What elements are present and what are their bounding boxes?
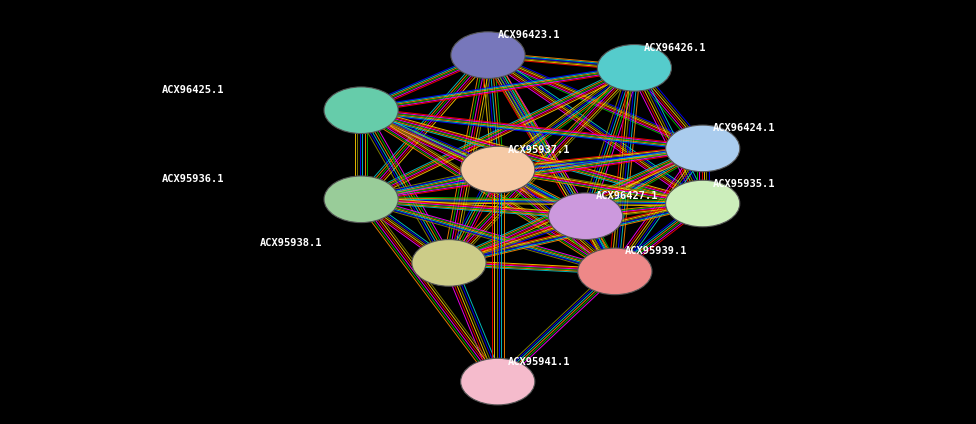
Text: ACX96424.1: ACX96424.1: [712, 123, 775, 134]
Text: ACX95935.1: ACX95935.1: [712, 179, 775, 189]
Ellipse shape: [666, 125, 740, 172]
Ellipse shape: [461, 358, 535, 405]
Ellipse shape: [549, 193, 623, 240]
Text: ACX96427.1: ACX96427.1: [595, 191, 658, 201]
Ellipse shape: [324, 87, 398, 134]
Ellipse shape: [324, 176, 398, 223]
Ellipse shape: [461, 146, 535, 193]
Ellipse shape: [666, 180, 740, 227]
Text: ACX95941.1: ACX95941.1: [508, 357, 570, 367]
Text: ACX96423.1: ACX96423.1: [498, 30, 560, 40]
Ellipse shape: [412, 240, 486, 286]
Ellipse shape: [578, 248, 652, 295]
Text: ACX95937.1: ACX95937.1: [508, 145, 570, 155]
Text: ACX95939.1: ACX95939.1: [625, 246, 687, 257]
Text: ACX96425.1: ACX96425.1: [162, 85, 224, 95]
Text: ACX95938.1: ACX95938.1: [260, 238, 322, 248]
Text: ACX96426.1: ACX96426.1: [644, 43, 707, 53]
Ellipse shape: [597, 45, 671, 91]
Ellipse shape: [451, 32, 525, 78]
Text: ACX95936.1: ACX95936.1: [162, 174, 224, 184]
